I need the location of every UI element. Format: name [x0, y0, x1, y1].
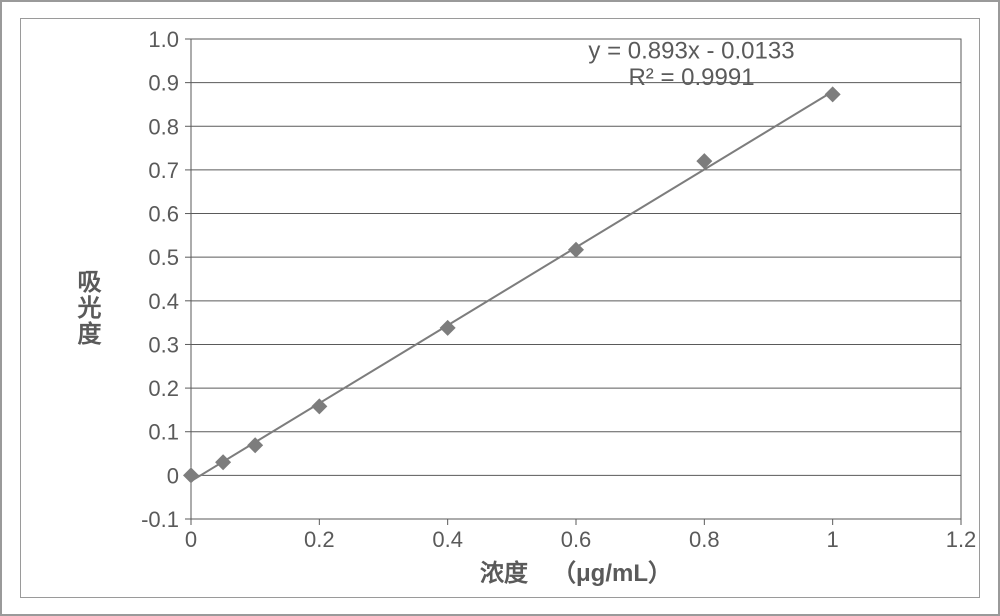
ytick-label: 0: [167, 463, 179, 488]
xtick-label: 1: [827, 527, 839, 552]
ytick-label: -0.1: [141, 507, 179, 532]
xtick-label: 0.4: [432, 527, 463, 552]
ytick-label: 0.9: [148, 71, 179, 96]
xtick-label: 1.2: [946, 527, 977, 552]
ytick-label: 0.4: [148, 289, 179, 314]
ytick-label: 0.1: [148, 420, 179, 445]
chart-container: 吸光度 -0.100.10.20.30.40.50.60.70.80.91.00…: [20, 18, 980, 598]
ytick-label: 1.0: [148, 27, 179, 52]
xtick-label: 0.6: [561, 527, 592, 552]
ytick-label: 0.6: [148, 202, 179, 227]
equation-text: y = 0.893x - 0.0133: [588, 38, 794, 65]
ytick-label: 0.7: [148, 158, 179, 183]
ytick-label: 0.2: [148, 376, 179, 401]
outer-frame: 吸光度 -0.100.10.20.30.40.50.60.70.80.91.00…: [0, 0, 1000, 616]
r2-text: R² = 0.9991: [628, 64, 754, 91]
xtick-label: 0: [185, 527, 197, 552]
ytick-label: 0.3: [148, 332, 179, 357]
chart-svg: -0.100.10.20.30.40.50.60.70.80.91.000.20…: [21, 19, 981, 599]
xtick-label: 0.8: [689, 527, 720, 552]
ytick-label: 0.8: [148, 114, 179, 139]
y-axis-label: 吸光度: [69, 269, 104, 347]
x-axis-label: 浓度 （μg/mL）: [480, 559, 672, 587]
ytick-label: 0.5: [148, 245, 179, 270]
plot-area: [191, 39, 961, 519]
xtick-label: 0.2: [304, 527, 335, 552]
